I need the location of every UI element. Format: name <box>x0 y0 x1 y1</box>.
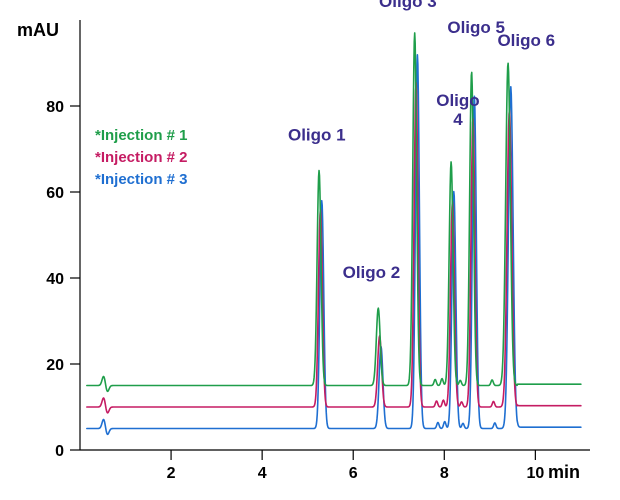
x-axis-label: min <box>548 462 580 482</box>
x-tick-label: 6 <box>349 465 358 482</box>
y-tick-label: 80 <box>46 99 64 116</box>
chromatogram-chart: 0 20 40 60 80 mAU 2 4 6 8 10min Oligo 1 Oligo 2 Oligo… <box>0 0 620 500</box>
y-tick-label: 60 <box>46 185 64 202</box>
x-tick-label: 4 <box>258 465 267 482</box>
legend-item-3: *Injection # 3 <box>95 171 188 188</box>
x-tick-label: 8 <box>440 465 449 482</box>
y-axis-label: mAU <box>17 20 59 40</box>
y-tick-label: 40 <box>46 271 64 288</box>
y-tick-label: 20 <box>46 357 64 374</box>
legend-item-1: *Injection # 1 <box>95 127 188 144</box>
x-tick-label: 2 <box>167 465 176 482</box>
peak-label-3: Oligo 3 <box>379 0 437 11</box>
y-tick-label: 0 <box>55 443 64 460</box>
legend-item-2: *Injection # 2 <box>95 149 188 166</box>
peak-label-5: Oligo 5 <box>447 18 505 37</box>
peak-label-1: Oligo 1 <box>288 125 346 144</box>
x-tick-label: 10 <box>526 465 544 482</box>
peak-label-6: Oligo 6 <box>497 31 555 50</box>
chart-bg <box>0 0 620 500</box>
peak-label-2: Oligo 2 <box>343 263 401 282</box>
chart-svg: 0 20 40 60 80 mAU 2 4 6 8 10min Oligo 1 Oligo 2 Oligo… <box>0 0 620 500</box>
